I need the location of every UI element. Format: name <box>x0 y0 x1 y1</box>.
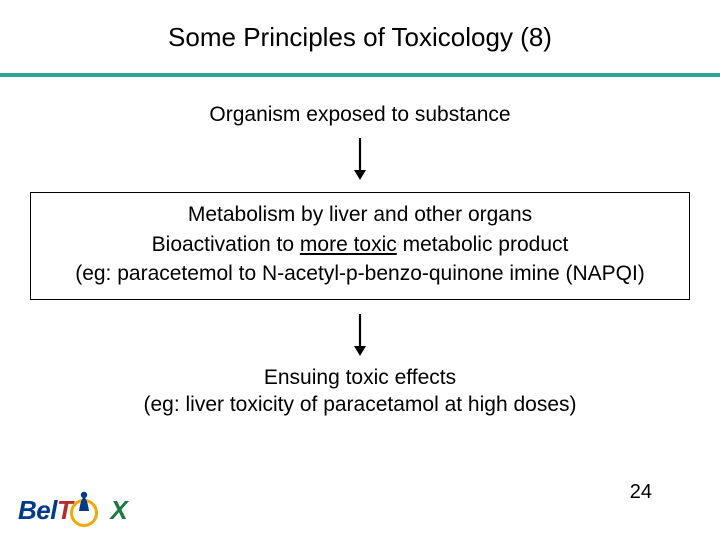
step-2-line2-pre: Bioactivation to <box>152 233 300 256</box>
slide-title: Some Principles of Toxicology (8) <box>0 0 720 65</box>
step-2-line3: (eg: paracetemol to N-acetyl-p-benzo-qui… <box>41 260 679 287</box>
arrow-down-icon <box>352 312 368 358</box>
logo-x: X <box>110 495 127 526</box>
step-1: Organism exposed to substance <box>30 101 690 128</box>
page-number: 24 <box>630 481 652 504</box>
step-2-line2: Bioactivation to more toxic metabolic pr… <box>41 231 679 258</box>
step-2-line1: Metabolism by liver and other organs <box>41 201 679 228</box>
content-area: Organism exposed to substance Metabolism… <box>0 77 720 419</box>
logo: Bel T X <box>18 495 127 526</box>
arrow-down-icon <box>352 136 368 182</box>
step-2-line2-post: metabolic product <box>397 233 569 256</box>
step-3-line1: Ensuing toxic effects <box>30 364 690 391</box>
step-2-line2-underlined: more toxic <box>300 233 397 256</box>
arrow-2 <box>30 304 690 364</box>
title-text: Some Principles of Toxicology (8) <box>168 22 552 52</box>
step-3-line2: (eg: liver toxicity of paracetamol at hi… <box>30 391 690 418</box>
logo-pawn-icon <box>77 491 91 513</box>
step-3: Ensuing toxic effects (eg: liver toxicit… <box>30 364 690 419</box>
logo-ring-wrap <box>70 499 98 527</box>
arrow-1 <box>30 128 690 188</box>
step-2-box: Metabolism by liver and other organs Bio… <box>30 192 690 300</box>
logo-bel: Bel <box>18 495 57 526</box>
